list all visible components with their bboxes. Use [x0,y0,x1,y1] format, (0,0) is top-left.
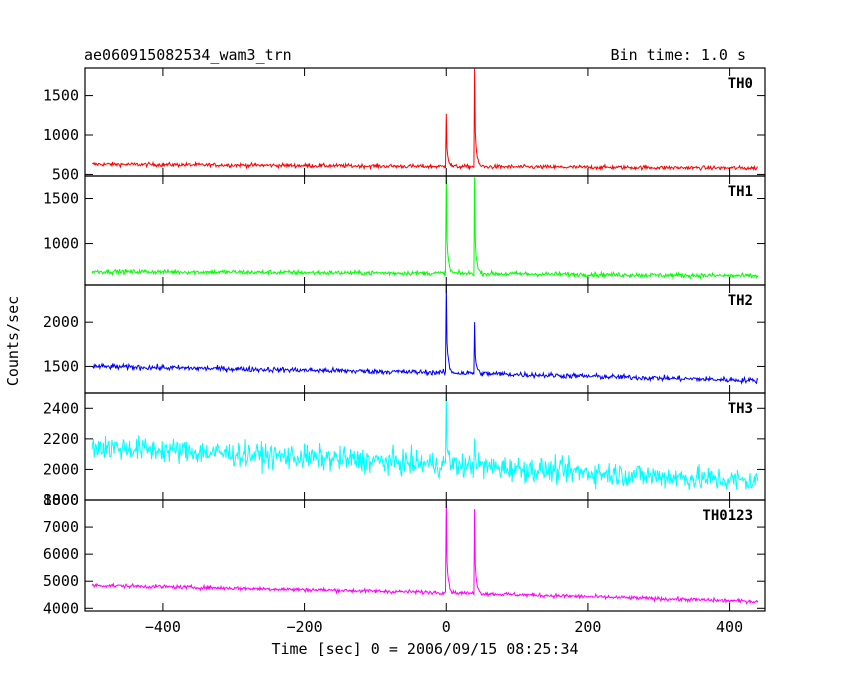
panel-th3: 1800 2000 2200 2400 TH3 [43,392,766,509]
panel-frame [84,499,766,612]
series-line-th0 [91,68,758,172]
y-tick-label: 6000 [43,545,79,563]
y-tick-label: 2200 [43,430,79,448]
y-tick-label: 2400 [43,399,79,417]
y-axis-label: Counts/sec [4,296,22,386]
panels-group: 500 1000 1500 TH0 1000 1500 TH1 1500 2000 TH2 1800… [43,67,766,617]
panel-frame [84,67,766,177]
series-line-th3 [91,393,759,491]
y-tick-label: 2000 [43,460,79,478]
x-axis-ticks: −400 −200 0 200 400 [145,618,743,636]
y-tick-label: 2000 [43,313,79,331]
panel-name-th1: TH1 [728,184,753,200]
panel-frame [84,392,766,501]
x-tick-label: 0 [442,618,451,636]
y-tick-label: 7000 [43,518,79,536]
series-line-th1 [91,175,759,280]
x-tick-label: 400 [716,618,743,636]
panel-th0: 500 1000 1500 TH0 [43,67,766,183]
x-tick-label: −400 [145,618,181,636]
chart-title: ae060915082534_wam3_trn [84,46,292,64]
y-tick-label: 1000 [43,126,79,144]
x-axis-label: Time [sec] 0 = 2006/09/15 08:25:34 [271,640,578,658]
y-tick-label: 1500 [43,87,79,105]
panel-th1: 1000 1500 TH1 [43,175,766,286]
y-tick-label: 8000 [43,491,79,509]
panel-name-th3: TH3 [728,401,753,417]
y-tick-label: 1500 [43,357,79,375]
panel-th0123: 4000 5000 6000 7000 8000 TH0123 [43,491,766,617]
panel-name-th2: TH2 [728,293,753,309]
y-tick-label: 1800 [43,491,79,509]
y-tick-label: 1500 [43,190,79,208]
panel-frame [84,284,766,394]
y-tick-label: 1000 [43,235,79,253]
panel-frame [84,175,766,286]
y-tick-label: 500 [52,165,79,183]
panel-th2: 1500 2000 TH2 [43,284,766,394]
series-line-th0123 [91,500,759,605]
panel-name-th0: TH0 [728,76,753,92]
series-line-th2 [92,285,759,386]
y-tick-label: 4000 [43,599,79,617]
y-tick-label: 5000 [43,572,79,590]
x-tick-label: −200 [287,618,323,636]
bin-time-label: Bin time: 1.0 s [611,46,746,64]
panel-name-th0123: TH0123 [702,508,753,524]
x-tick-label: 200 [574,618,601,636]
